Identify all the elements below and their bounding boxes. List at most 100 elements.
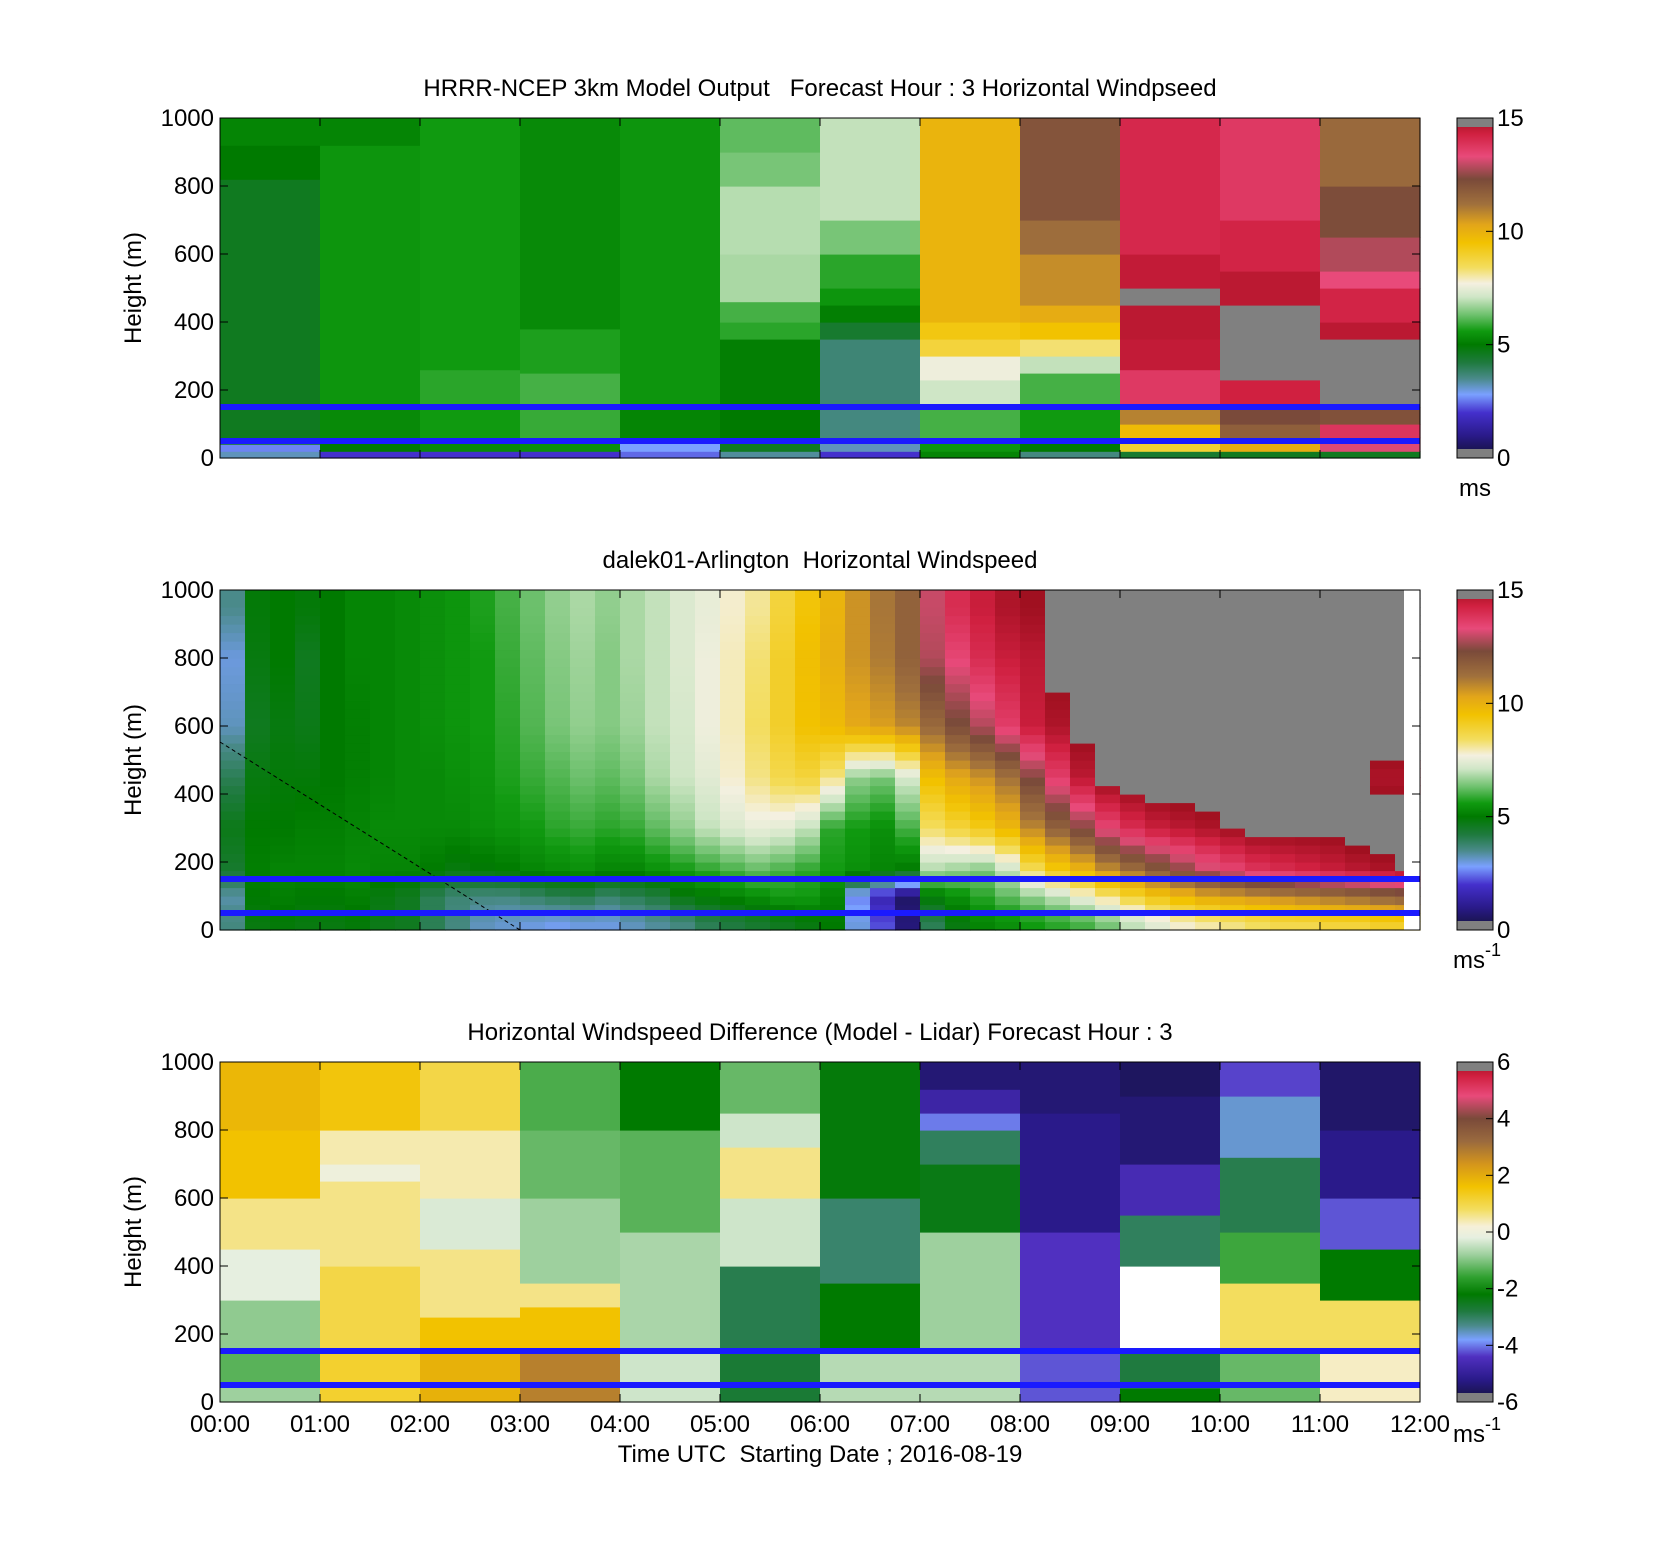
heatmap-cell [320,692,346,702]
heatmap-cell [1245,675,1271,685]
heatmap-cell [720,666,746,676]
heatmap-cell [1345,768,1371,778]
heatmap-cell [245,913,271,923]
heatmap-cell [1020,407,1121,439]
heatmap-cell [945,896,971,906]
heatmap-cell [1245,607,1271,617]
heatmap-cell [395,692,421,702]
heatmap-cell [920,666,946,676]
heatmap-cell [1120,828,1146,838]
heatmap-cell [995,802,1021,812]
heatmap-cell [1120,590,1146,600]
heatmap-cell [720,751,746,761]
heatmap-cell [495,700,521,710]
heatmap-cell [595,819,621,829]
y-tick-label: 0 [201,445,214,472]
heatmap-cell [770,921,796,931]
heatmap-cell [920,862,946,872]
heatmap-cell [1320,751,1346,761]
heatmap-cell [595,887,621,897]
heatmap-cell [420,641,446,651]
heatmap-cell [945,700,971,710]
heatmap-cell [295,615,321,625]
heatmap-cell [220,802,246,812]
heatmap-cell [1145,819,1171,829]
heatmap-cell [795,802,821,812]
heatmap-cell [1195,760,1221,770]
heatmap-cell [245,794,271,804]
heatmap-cell [270,607,296,617]
heatmap-cell [395,862,421,872]
heatmap-cell [545,777,571,787]
heatmap-cell [870,683,896,693]
heatmap-cell [695,624,721,634]
heatmap-cell [1320,896,1346,906]
heatmap-cell [845,700,871,710]
heatmap-cell [870,760,896,770]
heatmap-cell [1270,887,1296,897]
heatmap-cell [1270,709,1296,719]
heatmap-cell [745,785,771,795]
heatmap-cell [395,896,421,906]
heatmap-cell [345,853,371,863]
colorbar-tick-label: 10 [1497,218,1524,245]
heatmap-cell [745,717,771,727]
heatmap-cell [1070,632,1096,642]
heatmap-cell [970,743,996,753]
heatmap-cell [220,666,246,676]
heatmap-cell [795,598,821,608]
panel-difference-reference-lines [220,1348,1420,1388]
heatmap-cell [670,879,696,889]
heatmap-cell [1020,887,1046,897]
heatmap-cell [1045,666,1071,676]
heatmap-cell [745,794,771,804]
heatmap-cell [395,649,421,659]
heatmap-cell [845,836,871,846]
heatmap-cell [870,887,896,897]
heatmap-cell [1145,836,1171,846]
heatmap-cell [495,879,521,889]
heatmap-cell [1295,692,1321,702]
heatmap-cell [220,607,246,617]
heatmap-cell [320,1062,421,1131]
heatmap-cell [845,624,871,634]
heatmap-cell [870,717,896,727]
heatmap-cell [1120,1096,1221,1165]
heatmap-cell [1045,836,1071,846]
heatmap-cell [645,811,671,821]
heatmap-cell [1220,921,1246,931]
heatmap-cell [720,845,746,855]
heatmap-cell [520,777,546,787]
heatmap-cell [1220,1283,1321,1352]
heatmap-cell [445,700,471,710]
heatmap-cell [520,118,621,330]
heatmap-cell [1270,811,1296,821]
heatmap-cell [595,870,621,880]
heatmap-cell [1020,853,1046,863]
heatmap-cell [1070,666,1096,676]
heatmap-cell [1170,811,1196,821]
heatmap-cell [570,649,596,659]
heatmap-cell [545,760,571,770]
heatmap-cell [645,607,671,617]
heatmap-cell [1095,649,1121,659]
heatmap-cell [245,717,271,727]
heatmap-cell [1220,615,1246,625]
heatmap-cell [445,862,471,872]
heatmap-cell [545,845,571,855]
heatmap-cell [895,862,921,872]
heatmap-cell [1095,870,1121,880]
heatmap-cell [795,666,821,676]
heatmap-cell [820,658,846,668]
heatmap-cell [670,590,696,600]
heatmap-cell [670,726,696,736]
colorbar-tick-label: -4 [1497,1332,1518,1359]
heatmap-cell [395,675,421,685]
heatmap-cell [1345,862,1371,872]
heatmap-cell [420,700,446,710]
heatmap-cell [895,632,921,642]
heatmap-cell [1170,743,1196,753]
heatmap-cell [370,913,396,923]
heatmap-cell [895,811,921,821]
heatmap-cell [1120,734,1146,744]
